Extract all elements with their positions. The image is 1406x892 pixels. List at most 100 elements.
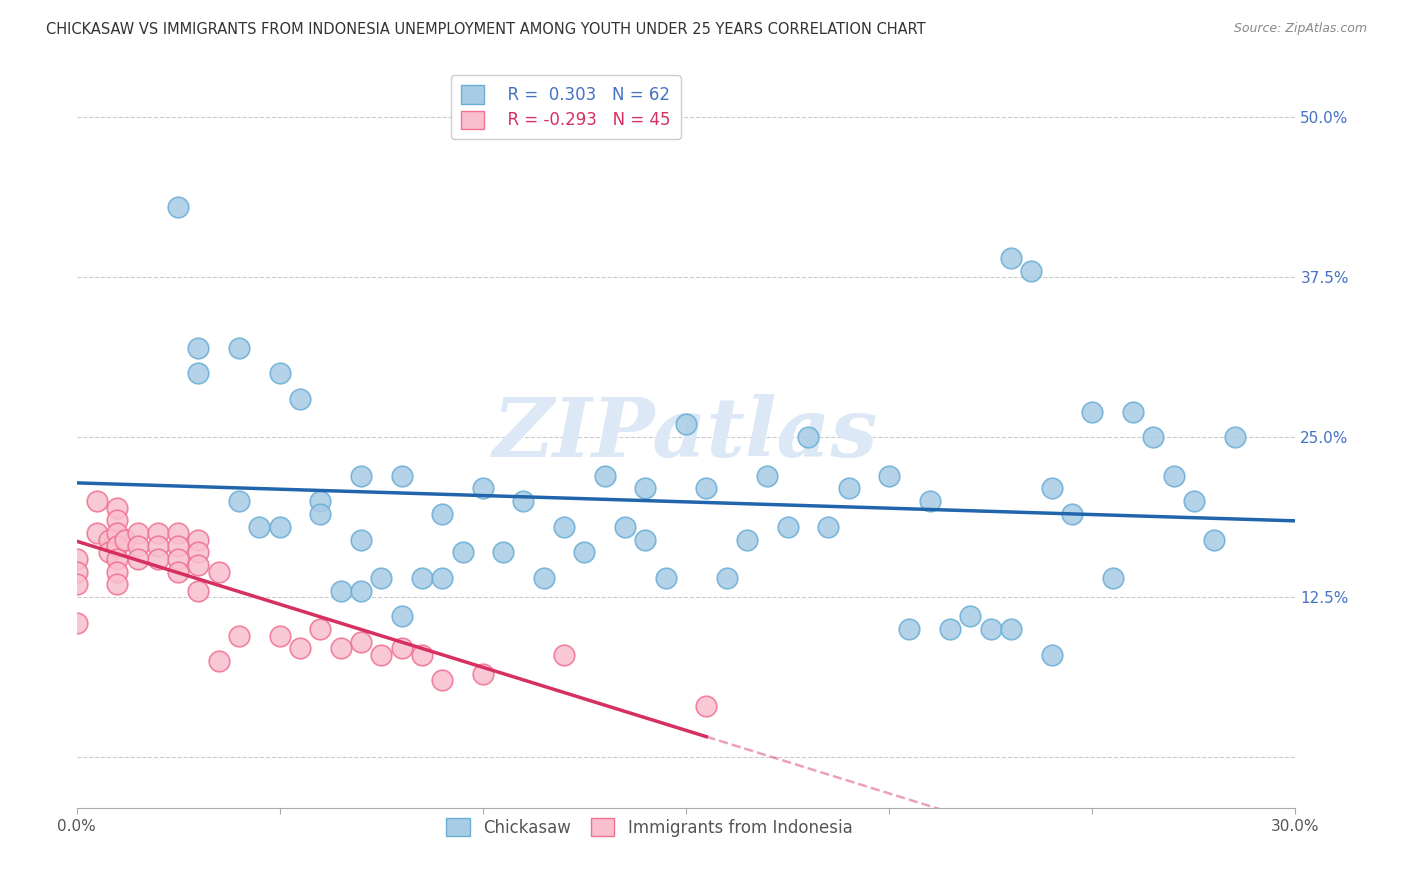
Point xyxy=(634,533,657,547)
Point xyxy=(329,583,352,598)
Point xyxy=(574,545,596,559)
Point xyxy=(350,468,373,483)
Point xyxy=(512,494,534,508)
Point xyxy=(391,609,413,624)
Point xyxy=(228,341,250,355)
Point xyxy=(127,539,149,553)
Point xyxy=(309,507,332,521)
Point xyxy=(918,494,941,508)
Point xyxy=(329,641,352,656)
Point xyxy=(105,551,128,566)
Point xyxy=(817,520,839,534)
Point xyxy=(980,622,1002,636)
Point xyxy=(350,533,373,547)
Point xyxy=(105,526,128,541)
Point xyxy=(634,482,657,496)
Point xyxy=(391,468,413,483)
Point xyxy=(167,200,190,214)
Point xyxy=(756,468,779,483)
Point xyxy=(614,520,637,534)
Point xyxy=(187,533,209,547)
Point xyxy=(65,615,87,630)
Point xyxy=(797,430,820,444)
Point xyxy=(146,539,169,553)
Point xyxy=(432,571,454,585)
Point xyxy=(1000,622,1022,636)
Point xyxy=(1060,507,1083,521)
Point xyxy=(65,565,87,579)
Point xyxy=(898,622,921,636)
Point xyxy=(228,629,250,643)
Point xyxy=(269,629,291,643)
Point xyxy=(695,482,717,496)
Point xyxy=(228,494,250,508)
Point xyxy=(86,526,108,541)
Point xyxy=(105,513,128,527)
Point xyxy=(1021,264,1043,278)
Point xyxy=(695,699,717,714)
Point xyxy=(114,533,136,547)
Point xyxy=(247,520,270,534)
Point xyxy=(127,551,149,566)
Point xyxy=(675,417,697,432)
Point xyxy=(1223,430,1246,444)
Point xyxy=(350,583,373,598)
Point xyxy=(1204,533,1226,547)
Point xyxy=(105,500,128,515)
Point xyxy=(86,494,108,508)
Point xyxy=(1122,404,1144,418)
Point xyxy=(553,520,575,534)
Point xyxy=(187,341,209,355)
Point xyxy=(877,468,900,483)
Point xyxy=(167,551,190,566)
Point xyxy=(432,507,454,521)
Point xyxy=(288,392,311,406)
Point xyxy=(288,641,311,656)
Text: Source: ZipAtlas.com: Source: ZipAtlas.com xyxy=(1233,22,1367,36)
Point xyxy=(1081,404,1104,418)
Point xyxy=(553,648,575,662)
Point xyxy=(451,545,474,559)
Point xyxy=(411,648,433,662)
Point xyxy=(1000,251,1022,265)
Point xyxy=(370,571,392,585)
Point xyxy=(959,609,981,624)
Point xyxy=(187,366,209,380)
Point xyxy=(127,526,149,541)
Point xyxy=(350,635,373,649)
Point xyxy=(492,545,515,559)
Point xyxy=(1040,648,1063,662)
Point xyxy=(269,366,291,380)
Point xyxy=(411,571,433,585)
Point xyxy=(1142,430,1164,444)
Point xyxy=(1040,482,1063,496)
Point xyxy=(939,622,962,636)
Point xyxy=(776,520,799,534)
Point xyxy=(167,565,190,579)
Point xyxy=(1182,494,1205,508)
Point xyxy=(432,673,454,688)
Point xyxy=(370,648,392,662)
Text: CHICKASAW VS IMMIGRANTS FROM INDONESIA UNEMPLOYMENT AMONG YOUTH UNDER 25 YEARS C: CHICKASAW VS IMMIGRANTS FROM INDONESIA U… xyxy=(46,22,927,37)
Point xyxy=(309,494,332,508)
Point xyxy=(593,468,616,483)
Point xyxy=(391,641,413,656)
Point xyxy=(146,551,169,566)
Point xyxy=(187,583,209,598)
Point xyxy=(716,571,738,585)
Text: ZIPatlas: ZIPatlas xyxy=(494,394,879,474)
Point xyxy=(654,571,676,585)
Point xyxy=(105,539,128,553)
Point xyxy=(65,577,87,591)
Point xyxy=(187,545,209,559)
Point xyxy=(838,482,860,496)
Point xyxy=(167,539,190,553)
Point xyxy=(98,533,121,547)
Point xyxy=(533,571,555,585)
Point xyxy=(735,533,758,547)
Point xyxy=(471,482,494,496)
Point xyxy=(98,545,121,559)
Point xyxy=(187,558,209,573)
Point xyxy=(309,622,332,636)
Point xyxy=(471,667,494,681)
